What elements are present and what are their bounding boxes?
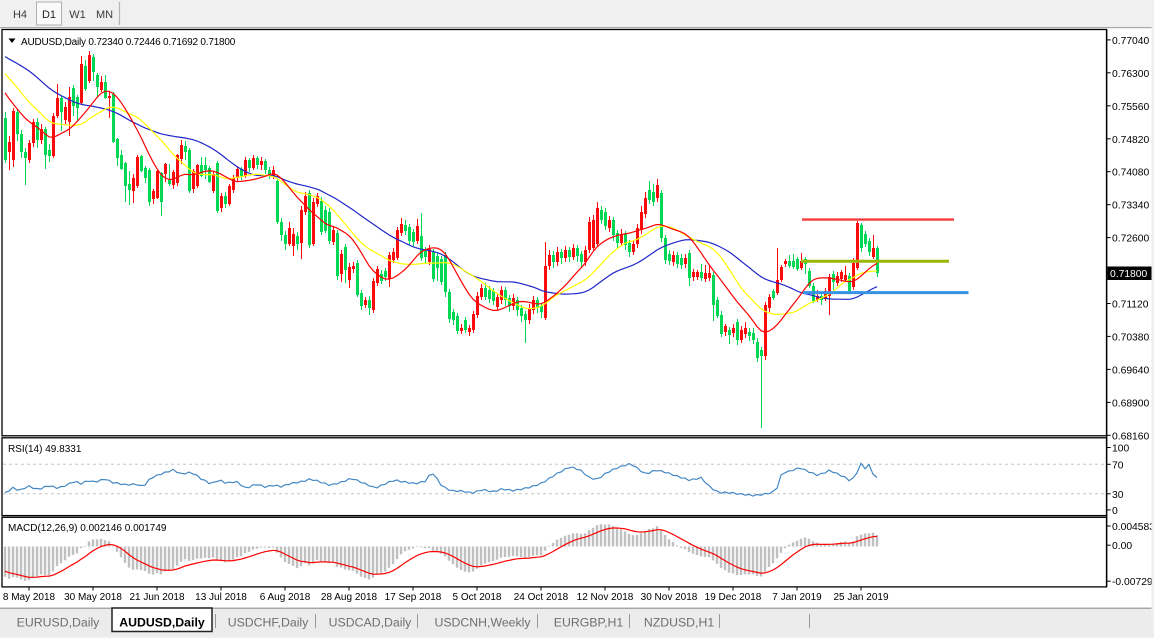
svg-text:NZDUSD,H1: NZDUSD,H1 <box>644 616 715 630</box>
svg-text:13 Jul 2018: 13 Jul 2018 <box>195 592 247 603</box>
svg-text:0.75560: 0.75560 <box>1112 102 1149 113</box>
svg-text:0.004583: 0.004583 <box>1112 522 1154 533</box>
svg-text:W1: W1 <box>69 9 86 21</box>
svg-text:7 Jan 2019: 7 Jan 2019 <box>772 592 822 603</box>
svg-text:RSI(14) 49.8331: RSI(14) 49.8331 <box>8 444 82 455</box>
svg-text:-0.007292: -0.007292 <box>1112 577 1154 588</box>
svg-text:0.77040: 0.77040 <box>1112 36 1149 47</box>
svg-text:0: 0 <box>1112 506 1118 517</box>
svg-text:28 Aug 2018: 28 Aug 2018 <box>321 592 378 603</box>
svg-text:8 May 2018: 8 May 2018 <box>3 592 56 603</box>
svg-text:0.72600: 0.72600 <box>1112 234 1149 245</box>
svg-text:EURUSD,Daily: EURUSD,Daily <box>17 616 101 630</box>
svg-text:30: 30 <box>1112 490 1124 501</box>
svg-text:0.71800: 0.71800 <box>1110 269 1147 280</box>
svg-text:EURGBP,H1: EURGBP,H1 <box>554 616 624 630</box>
svg-text:D1: D1 <box>42 9 56 21</box>
svg-text:5 Oct 2018: 5 Oct 2018 <box>453 592 502 603</box>
svg-text:6 Aug 2018: 6 Aug 2018 <box>260 592 311 603</box>
svg-text:24 Oct 2018: 24 Oct 2018 <box>514 592 569 603</box>
svg-text:21 Jun 2018: 21 Jun 2018 <box>129 592 184 603</box>
svg-text:AUDUSD,Daily 0.72340 0.72446: AUDUSD,Daily 0.72340 0.72446 0.71692 0.7… <box>21 37 236 48</box>
svg-text:0.76300: 0.76300 <box>1112 69 1149 80</box>
svg-text:0.68900: 0.68900 <box>1112 398 1149 409</box>
svg-text:19 Dec 2018: 19 Dec 2018 <box>705 592 762 603</box>
svg-text:0.00: 0.00 <box>1112 541 1132 552</box>
svg-text:AUDUSD,Daily: AUDUSD,Daily <box>119 616 205 630</box>
svg-text:MACD(12,26,9) 0.002146 0.00174: MACD(12,26,9) 0.002146 0.001749 <box>8 523 167 534</box>
svg-text:30 May 2018: 30 May 2018 <box>64 592 122 603</box>
svg-text:USDCAD,Daily: USDCAD,Daily <box>329 616 413 630</box>
svg-text:H4: H4 <box>13 9 27 21</box>
svg-text:0.74820: 0.74820 <box>1112 135 1149 146</box>
svg-text:25 Jan 2019: 25 Jan 2019 <box>833 592 888 603</box>
svg-text:100: 100 <box>1112 444 1129 455</box>
svg-text:0.70380: 0.70380 <box>1112 332 1149 343</box>
svg-text:17 Sep 2018: 17 Sep 2018 <box>385 592 442 603</box>
svg-text:12 Nov 2018: 12 Nov 2018 <box>577 592 634 603</box>
svg-text:0.71120: 0.71120 <box>1112 300 1149 311</box>
svg-text:MN: MN <box>96 9 113 21</box>
svg-text:USDCHF,Daily: USDCHF,Daily <box>228 616 309 630</box>
svg-text:USDCNH,Weekly: USDCNH,Weekly <box>434 616 531 630</box>
svg-text:0.68160: 0.68160 <box>1112 431 1149 442</box>
svg-text:30 Nov 2018: 30 Nov 2018 <box>641 592 698 603</box>
svg-text:70: 70 <box>1112 460 1124 471</box>
svg-text:0.73340: 0.73340 <box>1112 201 1149 212</box>
svg-text:0.69640: 0.69640 <box>1112 365 1149 376</box>
svg-text:0.74080: 0.74080 <box>1112 168 1149 179</box>
